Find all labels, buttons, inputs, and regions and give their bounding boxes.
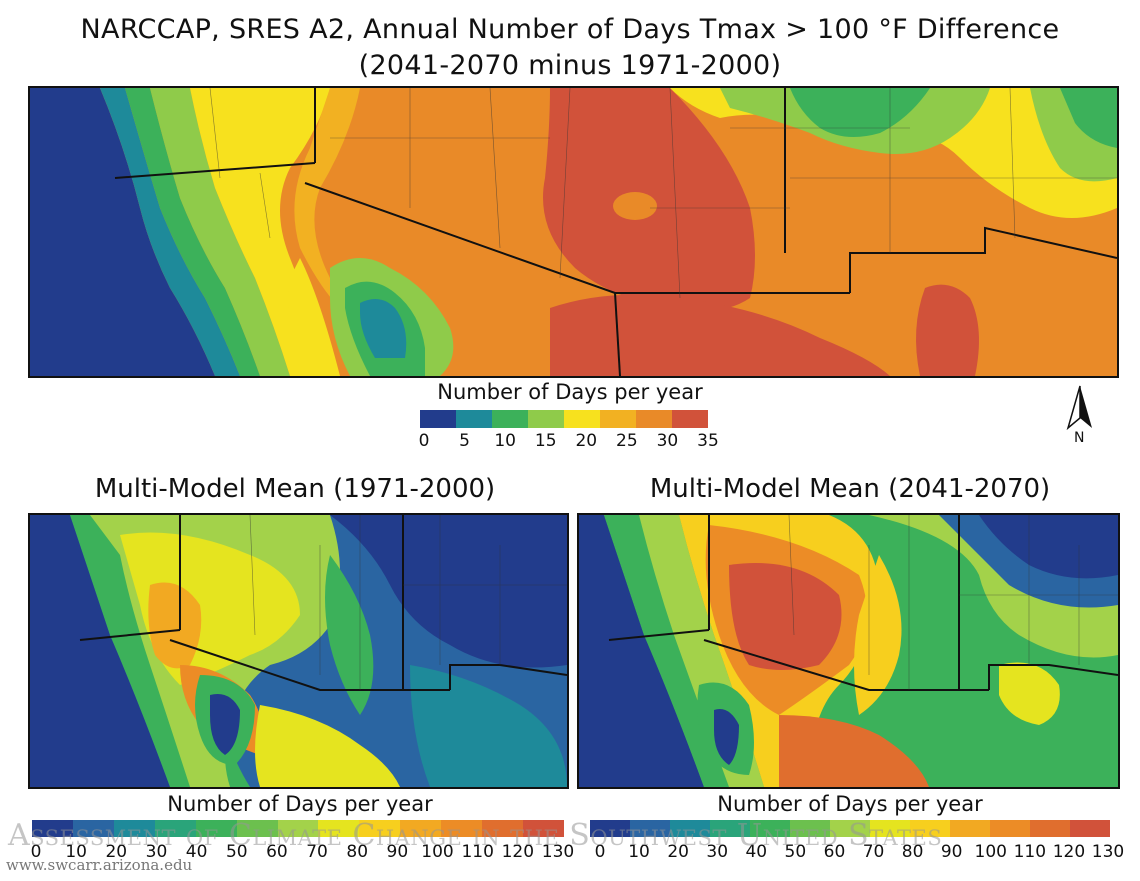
bottom-right-legend-swatch [910, 820, 950, 837]
bottom-left-colorbar [32, 820, 564, 837]
north-label: N [1074, 430, 1085, 446]
right-panel-title: Multi-Model Mean (2041-2070) [649, 474, 1051, 504]
bottom-left-legend-swatch [72, 820, 114, 837]
bottom-left-legend-tick-label: 70 [306, 842, 328, 862]
bottom-left-legend-swatch [32, 820, 73, 837]
bottom-right-legend-tick-label: 40 [745, 842, 768, 862]
bottom-right-legend-swatch [1070, 820, 1110, 837]
top-legend-tick-label: 10 [494, 431, 516, 451]
top-legend-tick-label: 0 [418, 431, 430, 451]
bottom-right-legend-swatch [1030, 820, 1070, 837]
bottom-right-legend-tick-label: 10 [628, 842, 650, 862]
chart-subtitle: (2041-2070 minus 1971-2000) [358, 50, 782, 81]
source-url: www.swcarr.arizona.edu [6, 856, 193, 874]
bottom-left-legend-tick-label: 80 [346, 842, 369, 862]
bottom-right-colorbar [590, 820, 1110, 837]
bottom-left-legend-tick-label: 100 [421, 842, 454, 862]
bottom-left-legend-tick-label: 120 [501, 842, 535, 862]
bottom-right-legend-swatch [710, 820, 750, 837]
bottom-right-legend-tick-label: 60 [823, 842, 846, 862]
bottom-right-legend-tick-label: 110 [1013, 842, 1047, 862]
top-legend-tick-label: 35 [697, 431, 719, 451]
bottom-right-legend-swatch [750, 820, 790, 837]
bottom-right-legend-tick-label: 20 [667, 842, 689, 862]
bottom-right-legend-title: Number of Days per year [717, 792, 983, 816]
bottom-left-legend-tick-label: 20 [105, 842, 128, 862]
bottom-right-legend-swatch [790, 820, 830, 837]
bottom-right-legend-tick-label: 50 [784, 842, 807, 862]
bottom-left-legend-swatch [113, 820, 155, 837]
difference-map [28, 86, 1119, 378]
bottom-left-legend-swatch [523, 820, 564, 837]
bottom-left-legend-tick-label: 90 [386, 842, 409, 862]
bottom-left-legend-tick-label: 110 [461, 842, 494, 862]
bottom-right-legend-tick-label: 30 [706, 842, 729, 862]
top-legend-swatch [672, 410, 708, 428]
bottom-left-legend-title: Number of Days per year [167, 792, 433, 816]
bottom-right-legend-tick-label: 100 [974, 842, 1007, 862]
bottom-left-legend-swatch [154, 820, 196, 837]
north-arrow-icon [1066, 385, 1092, 431]
bottom-left-legend-swatch [236, 820, 278, 837]
bottom-right-legend-swatch [830, 820, 870, 837]
bottom-left-legend-swatch [441, 820, 483, 837]
top-legend-title: Number of Days per year [437, 380, 703, 404]
bottom-right-legend-tick-label: 70 [862, 842, 885, 862]
bottom-left-legend-tick-label: 0 [30, 842, 42, 862]
bottom-left-legend-swatch [318, 820, 360, 837]
bottom-left-legend-swatch [482, 820, 524, 837]
top-legend-swatch [564, 410, 600, 428]
top-legend-tick-label: 15 [534, 431, 557, 451]
bottom-right-legend-swatch [670, 820, 710, 837]
bottom-right-legend-swatch [630, 820, 670, 837]
bottom-left-legend-tick-label: 130 [541, 842, 575, 862]
bottom-right-legend-tick-label: 120 [1052, 842, 1086, 862]
bottom-left-legend-tick-label: 60 [266, 842, 288, 862]
left-panel-title: Multi-Model Mean (1971-2000) [94, 474, 496, 504]
bottom-left-legend-tick-label: 40 [185, 842, 208, 862]
top-legend-swatch [420, 410, 456, 428]
historical-mean-map [28, 513, 569, 789]
bottom-left-legend-tick-label: 30 [145, 842, 168, 862]
top-legend-swatch [492, 410, 528, 428]
top-legend-swatch [636, 410, 672, 428]
bottom-left-legend-swatch [400, 820, 442, 837]
top-legend-swatch [528, 410, 564, 428]
top-legend-tick-label: 20 [575, 431, 598, 451]
top-legend-tick-label: 25 [616, 431, 638, 451]
top-legend-tick-label: 30 [656, 431, 679, 451]
top-legend-swatch [456, 410, 492, 428]
bottom-left-legend-tick-label: 50 [225, 842, 248, 862]
top-legend-tick-label: 5 [459, 431, 470, 451]
watermark: Assessment of Climate Change in the Sout… [8, 818, 943, 853]
bottom-right-legend-swatch [950, 820, 990, 837]
future-mean-map [577, 513, 1120, 789]
bottom-right-legend-tick-label: 0 [594, 842, 606, 862]
chart-title: NARCCAP, SRES A2, Annual Number of Days … [80, 14, 1060, 45]
bottom-left-legend-swatch [359, 820, 401, 837]
bottom-right-legend-swatch [870, 820, 910, 837]
top-legend-colorbar [420, 410, 708, 428]
bottom-right-legend-tick-label: 80 [901, 842, 924, 862]
bottom-right-legend-tick-label: 90 [940, 842, 963, 862]
bottom-right-legend-swatch [590, 820, 630, 837]
bottom-right-legend-swatch [990, 820, 1030, 837]
bottom-left-legend-swatch [195, 820, 237, 837]
bottom-left-legend-swatch [277, 820, 319, 837]
top-legend-swatch [600, 410, 636, 428]
bottom-left-legend-tick-label: 10 [65, 842, 87, 862]
bottom-right-legend-tick-label: 130 [1091, 842, 1125, 862]
